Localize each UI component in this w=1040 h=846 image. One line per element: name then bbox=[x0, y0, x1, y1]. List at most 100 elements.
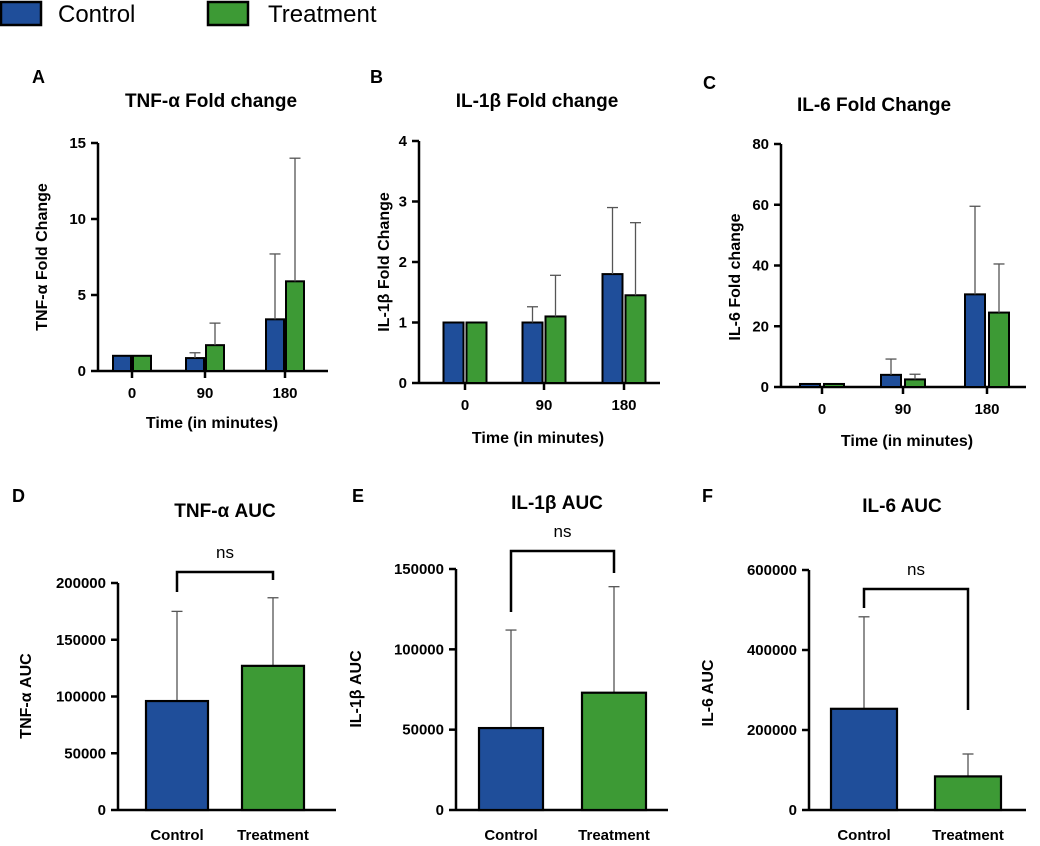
legend-swatch-control bbox=[0, 0, 43, 27]
panel-a: A TNF-α Fold change Time (in minutes) TN… bbox=[32, 67, 328, 432]
bar-treatment-0 bbox=[465, 321, 488, 384]
y-tick-label: 0 bbox=[98, 802, 106, 819]
chart-title: IL-1β Fold change bbox=[456, 91, 619, 112]
bar-treatment-90 bbox=[904, 378, 926, 388]
bar-treatment-90 bbox=[205, 344, 225, 373]
panel-c: C IL-6 Fold Change Time (in minutes) IL-… bbox=[703, 73, 1026, 450]
bar-control bbox=[829, 707, 899, 812]
panel-d: D TNF-α AUC TNF-α AUC 0 50000 100000 150000… bbox=[12, 486, 336, 844]
bar-treatment bbox=[933, 775, 1003, 812]
y-tick-label: 150000 bbox=[394, 561, 444, 578]
bar-control-90 bbox=[521, 321, 544, 384]
legend-label-control: Control bbox=[58, 1, 135, 28]
y-axis-label: TNF-α Fold Change bbox=[34, 183, 51, 331]
y-tick-label: 4 bbox=[399, 133, 408, 150]
significance-bracket bbox=[862, 587, 970, 710]
x-tick-label: 0 bbox=[818, 401, 826, 418]
bar-treatment-180 bbox=[988, 311, 1010, 388]
x-tick-label: 180 bbox=[611, 397, 636, 414]
panel-letter: D bbox=[12, 486, 25, 506]
x-tick-label: Treatment bbox=[237, 827, 309, 844]
bar-treatment-180 bbox=[624, 294, 647, 384]
y-axis-label: IL-1β AUC bbox=[348, 650, 365, 728]
significance-label: ns bbox=[554, 522, 572, 541]
y-tick-label: 0 bbox=[78, 363, 86, 380]
significance-label: ns bbox=[907, 560, 925, 579]
bar-treatment bbox=[580, 691, 648, 812]
x-tick-label: Control bbox=[150, 827, 203, 844]
panel-f: F IL-6 AUC IL-6 AUC 0 200000 400000 600000 C… bbox=[700, 486, 1026, 844]
panel-letter: B bbox=[370, 67, 383, 87]
y-tick-label: 1 bbox=[399, 315, 407, 332]
x-tick-label: 0 bbox=[461, 397, 469, 414]
panel-b: B IL-1β Fold change Time (in minutes) IL… bbox=[370, 67, 660, 447]
bar-control-180 bbox=[265, 318, 285, 373]
bar-control-0 bbox=[442, 321, 465, 384]
y-tick-label: 100000 bbox=[56, 689, 106, 706]
x-axis-label: Time (in minutes) bbox=[472, 430, 604, 447]
bar-control-0 bbox=[112, 354, 132, 372]
bar-treatment bbox=[240, 664, 306, 812]
y-tick-label: 150000 bbox=[56, 632, 106, 649]
y-axis-label: TNF-α AUC bbox=[18, 653, 35, 739]
x-tick-label: Control bbox=[837, 827, 890, 844]
x-tick-label: Control bbox=[484, 827, 537, 844]
panel-e: E IL-1β AUC IL-1β AUC 0 50000 100000 150000… bbox=[348, 486, 668, 844]
chart-title: TNF-α Fold change bbox=[125, 91, 297, 112]
y-axis-label: IL-6 AUC bbox=[700, 659, 717, 726]
significance-bracket bbox=[509, 549, 616, 612]
chart-title: IL-6 AUC bbox=[862, 496, 942, 517]
y-tick-label: 40 bbox=[752, 258, 769, 275]
y-axis-label: IL-6 Fold change bbox=[727, 213, 744, 340]
y-tick-label: 5 bbox=[78, 287, 86, 304]
y-tick-label: 2 bbox=[399, 254, 407, 271]
bar-control-0 bbox=[799, 382, 821, 388]
x-tick-label: Treatment bbox=[578, 827, 650, 844]
bar-treatment-90 bbox=[544, 315, 567, 385]
legend-label-treatment: Treatment bbox=[268, 1, 377, 28]
legend-swatch-treatment bbox=[206, 0, 250, 27]
y-tick-label: 0 bbox=[436, 802, 444, 819]
bar-treatment-0 bbox=[132, 354, 152, 372]
bar-treatment-0 bbox=[823, 382, 845, 388]
y-tick-label: 200000 bbox=[747, 722, 797, 739]
y-tick-label: 10 bbox=[69, 211, 86, 228]
y-tick-label: 600000 bbox=[747, 562, 797, 579]
x-axis-label: Time (in minutes) bbox=[146, 415, 278, 432]
legend: Control Treatment bbox=[0, 0, 377, 28]
significance-bracket bbox=[175, 570, 275, 592]
bar-control bbox=[477, 726, 545, 812]
y-tick-label: 0 bbox=[761, 379, 769, 396]
bar-control-180 bbox=[964, 293, 986, 389]
chart-title: IL-6 Fold Change bbox=[797, 95, 951, 116]
plot-area: 0 5 10 15 0 90 180 bbox=[69, 135, 328, 402]
x-tick-label: Treatment bbox=[932, 827, 1004, 844]
plot-area: 0 50000 100000 150000 Control Treatment ns bbox=[394, 522, 668, 844]
plot-area: 0 1 2 3 4 0 90 180 bbox=[399, 133, 660, 414]
panel-letter: A bbox=[32, 67, 45, 87]
plot-area: 0 20 40 60 80 0 90 180 bbox=[752, 136, 1026, 418]
panel-letter: E bbox=[352, 486, 364, 506]
x-tick-label: 90 bbox=[197, 385, 214, 402]
bar-control bbox=[144, 699, 210, 812]
y-tick-label: 100000 bbox=[394, 641, 444, 658]
y-tick-label: 15 bbox=[69, 135, 86, 152]
bar-control-180 bbox=[601, 273, 624, 385]
y-tick-label: 50000 bbox=[402, 722, 444, 739]
bar-treatment-180 bbox=[285, 280, 305, 373]
y-tick-label: 20 bbox=[752, 318, 769, 335]
panel-letter: F bbox=[702, 486, 713, 506]
y-tick-label: 200000 bbox=[56, 575, 106, 592]
y-axis-label: IL-1β Fold Change bbox=[376, 192, 393, 332]
y-tick-label: 0 bbox=[399, 375, 407, 392]
y-tick-label: 50000 bbox=[64, 745, 106, 762]
x-tick-label: 180 bbox=[974, 401, 999, 418]
x-axis-label: Time (in minutes) bbox=[841, 433, 973, 450]
y-tick-label: 80 bbox=[752, 136, 769, 153]
plot-area: 0 200000 400000 600000 Control Treatment ns bbox=[747, 560, 1026, 844]
x-tick-label: 90 bbox=[536, 397, 553, 414]
chart-title: IL-1β AUC bbox=[511, 493, 603, 514]
plot-area: 0 50000 100000 150000 200000 Control Treatment… bbox=[56, 543, 336, 844]
y-tick-label: 3 bbox=[399, 194, 407, 211]
